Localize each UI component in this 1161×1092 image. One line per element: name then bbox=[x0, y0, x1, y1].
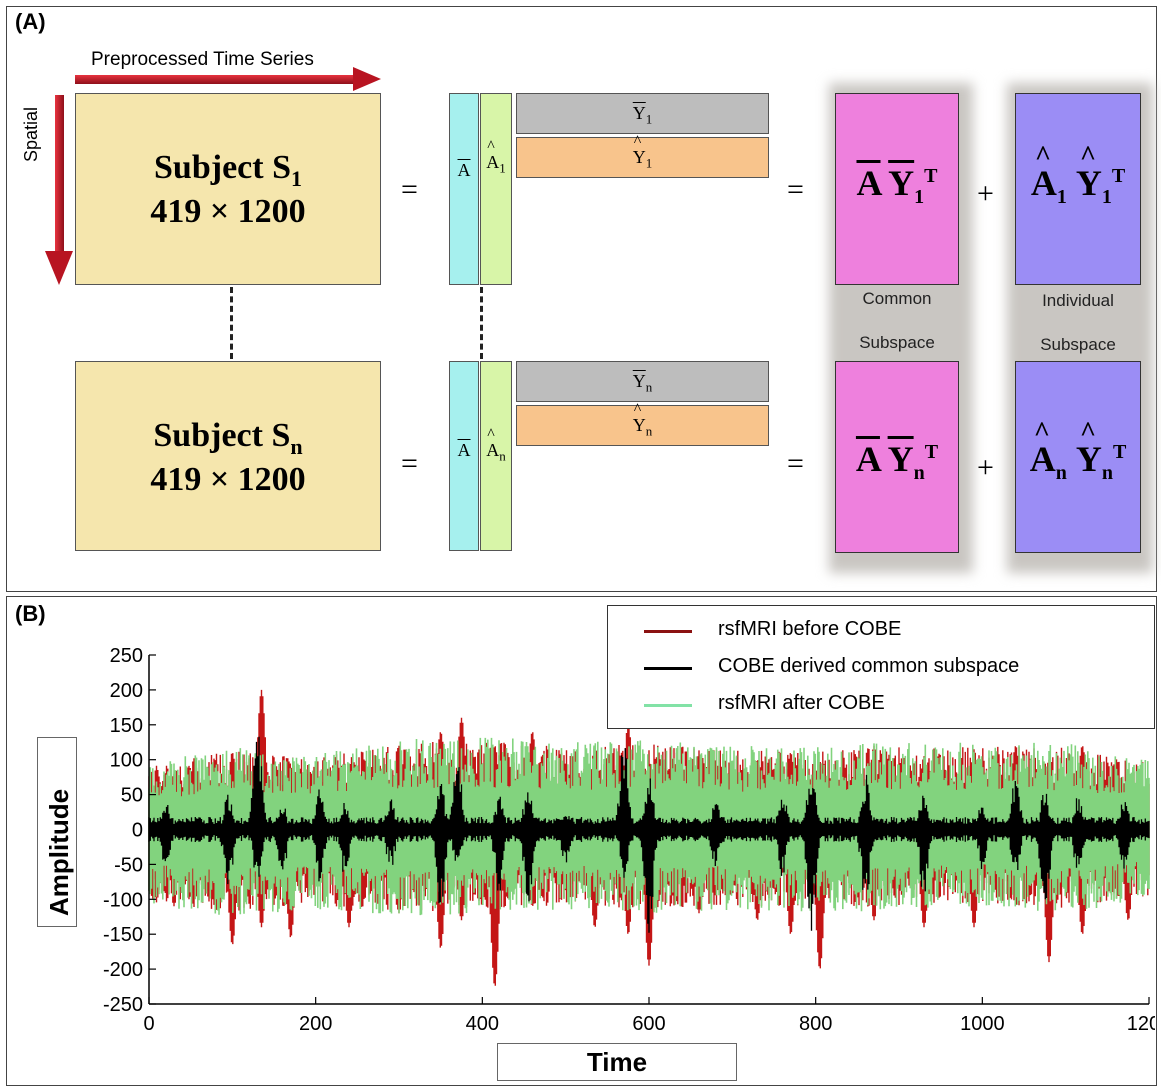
individual-term-1: ^ A1 ^ Y1T bbox=[1030, 141, 1126, 209]
y-tick-label: 150 bbox=[110, 715, 143, 737]
y-hat-row-1: ^ Y1 bbox=[516, 133, 769, 178]
individual-label-1: Individual bbox=[1042, 291, 1114, 310]
x-tick-label: 0 bbox=[143, 1013, 154, 1035]
subject-1-dims: 419 × 1200 bbox=[150, 193, 306, 230]
arrows bbox=[45, 67, 381, 285]
y-bar-label-1: Y1 bbox=[632, 103, 653, 127]
common-label-2: Subspace bbox=[859, 333, 935, 352]
equals-n: = bbox=[401, 447, 418, 480]
a-hat-column-1: ^ A1 bbox=[480, 93, 512, 285]
individual-box-1: ^ A1 ^ Y1T bbox=[1015, 93, 1141, 285]
individual-box-n: ^ An ^ YnT bbox=[1015, 361, 1141, 553]
y-tick-label: 50 bbox=[121, 785, 143, 807]
a-hat-column-n: ^ An bbox=[480, 361, 512, 551]
panel-b: (B) 250 200 150 100 50 0 -50 -100 -150 -200 -250 0 2… bbox=[6, 596, 1157, 1086]
x-tick-label: 1000 bbox=[960, 1013, 1005, 1035]
common-term-n: A YnT bbox=[855, 439, 939, 485]
subject-n-box: Subject Sn 419 × 1200 bbox=[75, 361, 381, 551]
subject-connector bbox=[230, 287, 233, 359]
subject-1-box: Subject S1 419 × 1200 bbox=[75, 93, 381, 285]
y-tick-label: -250 bbox=[103, 994, 143, 1016]
a-bar-label-1: A bbox=[457, 160, 471, 180]
x-tick-label: 800 bbox=[799, 1013, 832, 1035]
panel-a-label: (A) bbox=[15, 9, 46, 34]
chart-legend: rsfMRI before COBE COBE derived common s… bbox=[607, 605, 1155, 729]
common-box-n: A YnT bbox=[835, 361, 959, 553]
spatial-label: Spatial bbox=[21, 106, 41, 162]
y-tick-label: -100 bbox=[103, 889, 143, 911]
y-tick-label: 250 bbox=[110, 645, 143, 667]
y-bar-label-n: Yn bbox=[632, 371, 653, 395]
a-bar-column-1: A bbox=[449, 93, 479, 285]
matrix-connector bbox=[480, 287, 483, 359]
spatial-arrow bbox=[45, 95, 73, 285]
a-hat-label-1: ^ A1 bbox=[486, 138, 506, 176]
y-tick-label: 200 bbox=[110, 680, 143, 702]
y-tick-label: -200 bbox=[103, 959, 143, 981]
x-tick-label: 1200 bbox=[1127, 1013, 1155, 1035]
subject-n-name: Subject Sn bbox=[153, 417, 303, 459]
equals-nb: = bbox=[787, 447, 804, 480]
y-bar-row-n: Yn bbox=[516, 361, 769, 402]
equals-1b: = bbox=[787, 173, 804, 206]
individual-term-n: ^ An ^ YnT bbox=[1029, 417, 1127, 485]
common-label-1: Common bbox=[862, 289, 932, 308]
y-axis-label: Amplitude bbox=[44, 788, 74, 916]
y-hat-label-1: ^ Y1 bbox=[632, 133, 653, 171]
a-bar-column-n: A bbox=[449, 361, 479, 551]
subject-1-name: Subject S1 bbox=[154, 149, 302, 191]
x-axis-label: Time bbox=[497, 1043, 737, 1081]
time-series-label: Preprocessed Time Series bbox=[91, 49, 314, 70]
y-tick-label: -150 bbox=[103, 924, 143, 946]
a-bar-label-n: A bbox=[457, 440, 471, 460]
a-hat-label-n: ^ An bbox=[486, 426, 506, 464]
y-tick-label: 100 bbox=[110, 750, 143, 772]
legend-swatch-common bbox=[644, 667, 692, 670]
legend-label-after: rsfMRI after COBE bbox=[718, 692, 885, 714]
common-term-1: A Y1T bbox=[856, 163, 938, 209]
x-tick-label: 600 bbox=[632, 1013, 665, 1035]
plus-1: + bbox=[977, 177, 994, 210]
y-tick-label: 0 bbox=[132, 820, 143, 842]
legend-label-common: COBE derived common subspace bbox=[718, 655, 1020, 677]
individual-label-2: Subspace bbox=[1040, 335, 1116, 354]
plus-n: + bbox=[977, 451, 994, 484]
time-arrow bbox=[75, 67, 381, 91]
x-tick-label: 200 bbox=[299, 1013, 332, 1035]
panel-b-label: (B) bbox=[15, 601, 46, 626]
equals-1: = bbox=[401, 173, 418, 206]
y-axis-label-box: Amplitude bbox=[37, 737, 77, 927]
y-tick-label: -50 bbox=[114, 854, 143, 876]
subject-n-dims: 419 × 1200 bbox=[150, 461, 306, 498]
y-hat-label-n: ^ Yn bbox=[632, 401, 653, 439]
y-hat-row-n: ^ Yn bbox=[516, 401, 769, 446]
legend-swatch-before bbox=[644, 630, 692, 633]
x-tick-label: 400 bbox=[466, 1013, 499, 1035]
common-box-1: A Y1T bbox=[835, 93, 959, 285]
y-bar-row-1: Y1 bbox=[516, 93, 769, 134]
legend-swatch-after bbox=[644, 704, 692, 707]
legend-label-before: rsfMRI before COBE bbox=[718, 618, 902, 640]
panel-a: (A) Preprocessed Time Series Spatial Sub… bbox=[6, 6, 1157, 592]
